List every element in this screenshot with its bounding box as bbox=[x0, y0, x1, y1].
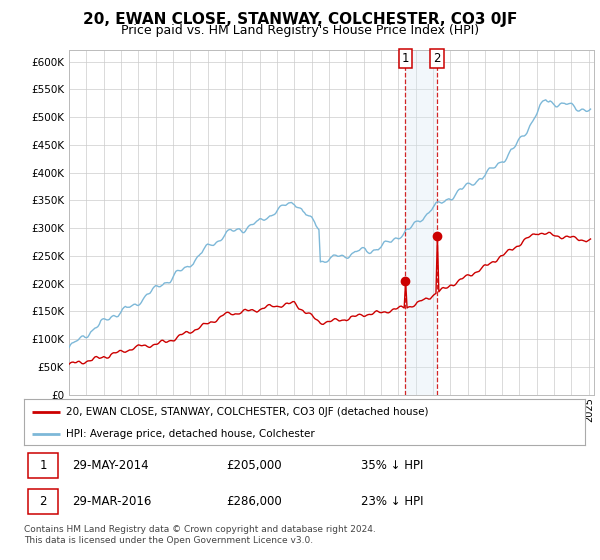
Bar bbox=[406, 50, 437, 395]
FancyBboxPatch shape bbox=[28, 453, 58, 478]
Text: 20, EWAN CLOSE, STANWAY, COLCHESTER, CO3 0JF (detached house): 20, EWAN CLOSE, STANWAY, COLCHESTER, CO3… bbox=[66, 407, 428, 417]
Text: 29-MAY-2014: 29-MAY-2014 bbox=[71, 459, 148, 472]
Text: 2: 2 bbox=[40, 495, 47, 508]
Text: 1: 1 bbox=[40, 459, 47, 472]
Text: HPI: Average price, detached house, Colchester: HPI: Average price, detached house, Colc… bbox=[66, 429, 315, 438]
Text: £286,000: £286,000 bbox=[226, 495, 282, 508]
Text: 20, EWAN CLOSE, STANWAY, COLCHESTER, CO3 0JF: 20, EWAN CLOSE, STANWAY, COLCHESTER, CO3… bbox=[83, 12, 517, 27]
Text: 1: 1 bbox=[402, 52, 409, 65]
Text: 29-MAR-2016: 29-MAR-2016 bbox=[71, 495, 151, 508]
Text: £205,000: £205,000 bbox=[226, 459, 281, 472]
Text: 23% ↓ HPI: 23% ↓ HPI bbox=[361, 495, 423, 508]
FancyBboxPatch shape bbox=[28, 489, 58, 514]
Text: 2: 2 bbox=[433, 52, 441, 65]
Text: 35% ↓ HPI: 35% ↓ HPI bbox=[361, 459, 423, 472]
Text: Price paid vs. HM Land Registry's House Price Index (HPI): Price paid vs. HM Land Registry's House … bbox=[121, 24, 479, 37]
Text: Contains HM Land Registry data © Crown copyright and database right 2024.
This d: Contains HM Land Registry data © Crown c… bbox=[24, 525, 376, 545]
